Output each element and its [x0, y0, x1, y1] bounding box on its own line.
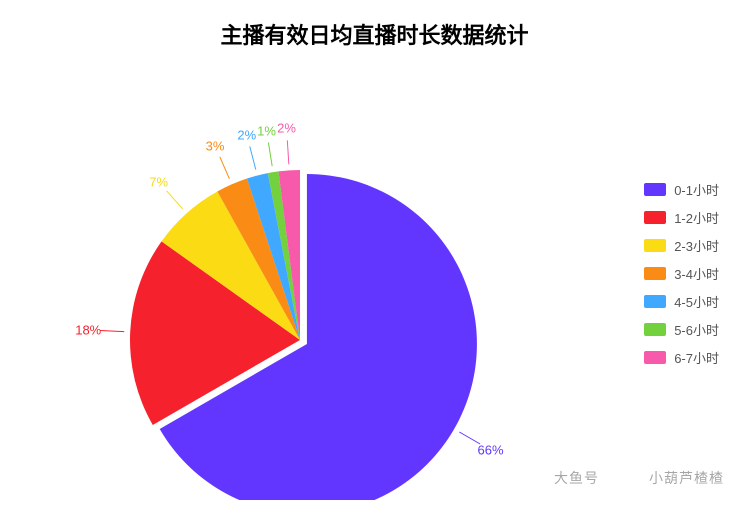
legend-swatch [644, 323, 666, 336]
chart-title: 主播有效日均直播时长数据统计 [0, 0, 749, 50]
legend-label: 2-3小时 [674, 236, 719, 255]
legend-swatch [644, 183, 666, 196]
leader-line [268, 143, 272, 167]
legend-item: 4-5小时 [644, 292, 719, 311]
legend-label: 5-6小时 [674, 320, 719, 339]
slice-label: 2% [237, 127, 256, 142]
leader-line [167, 191, 183, 209]
legend-item: 1-2小时 [644, 208, 719, 227]
legend-label: 0-1小时 [674, 180, 719, 199]
legend-swatch [644, 211, 666, 224]
slice-label: 18% [75, 322, 101, 337]
legend-item: 2-3小时 [644, 236, 719, 255]
legend-swatch [644, 239, 666, 252]
chart-area: 66% 18% 7% 3% 2%1%2% [0, 60, 749, 500]
watermark-right: 小葫芦楂楂 [649, 468, 724, 488]
slice-label: 7% [149, 175, 168, 190]
legend-item: 5-6小时 [644, 320, 719, 339]
legend-label: 4-5小时 [674, 292, 719, 311]
legend-item: 6-7小时 [644, 348, 719, 367]
leader-line [287, 140, 289, 164]
legend-swatch [644, 351, 666, 364]
leader-line [220, 157, 230, 179]
slice-label: 1% [257, 123, 276, 138]
leader-line [250, 146, 256, 169]
legend-label: 1-2小时 [674, 208, 719, 227]
watermark-left: 大鱼号 [554, 468, 599, 488]
legend: 0-1小时 1-2小时 2-3小时 3-4小时 4-5小时 5-6小时 6-7小时 [644, 180, 719, 367]
legend-swatch [644, 295, 666, 308]
legend-item: 0-1小时 [644, 180, 719, 199]
legend-label: 3-4小时 [674, 264, 719, 283]
slice-label: 3% [206, 138, 225, 153]
legend-item: 3-4小时 [644, 264, 719, 283]
leader-line [100, 330, 124, 331]
legend-swatch [644, 267, 666, 280]
slice-label: 2% [277, 121, 296, 136]
pie-chart-svg [0, 60, 749, 500]
slice-label: 66% [478, 443, 504, 458]
legend-label: 6-7小时 [674, 348, 719, 367]
